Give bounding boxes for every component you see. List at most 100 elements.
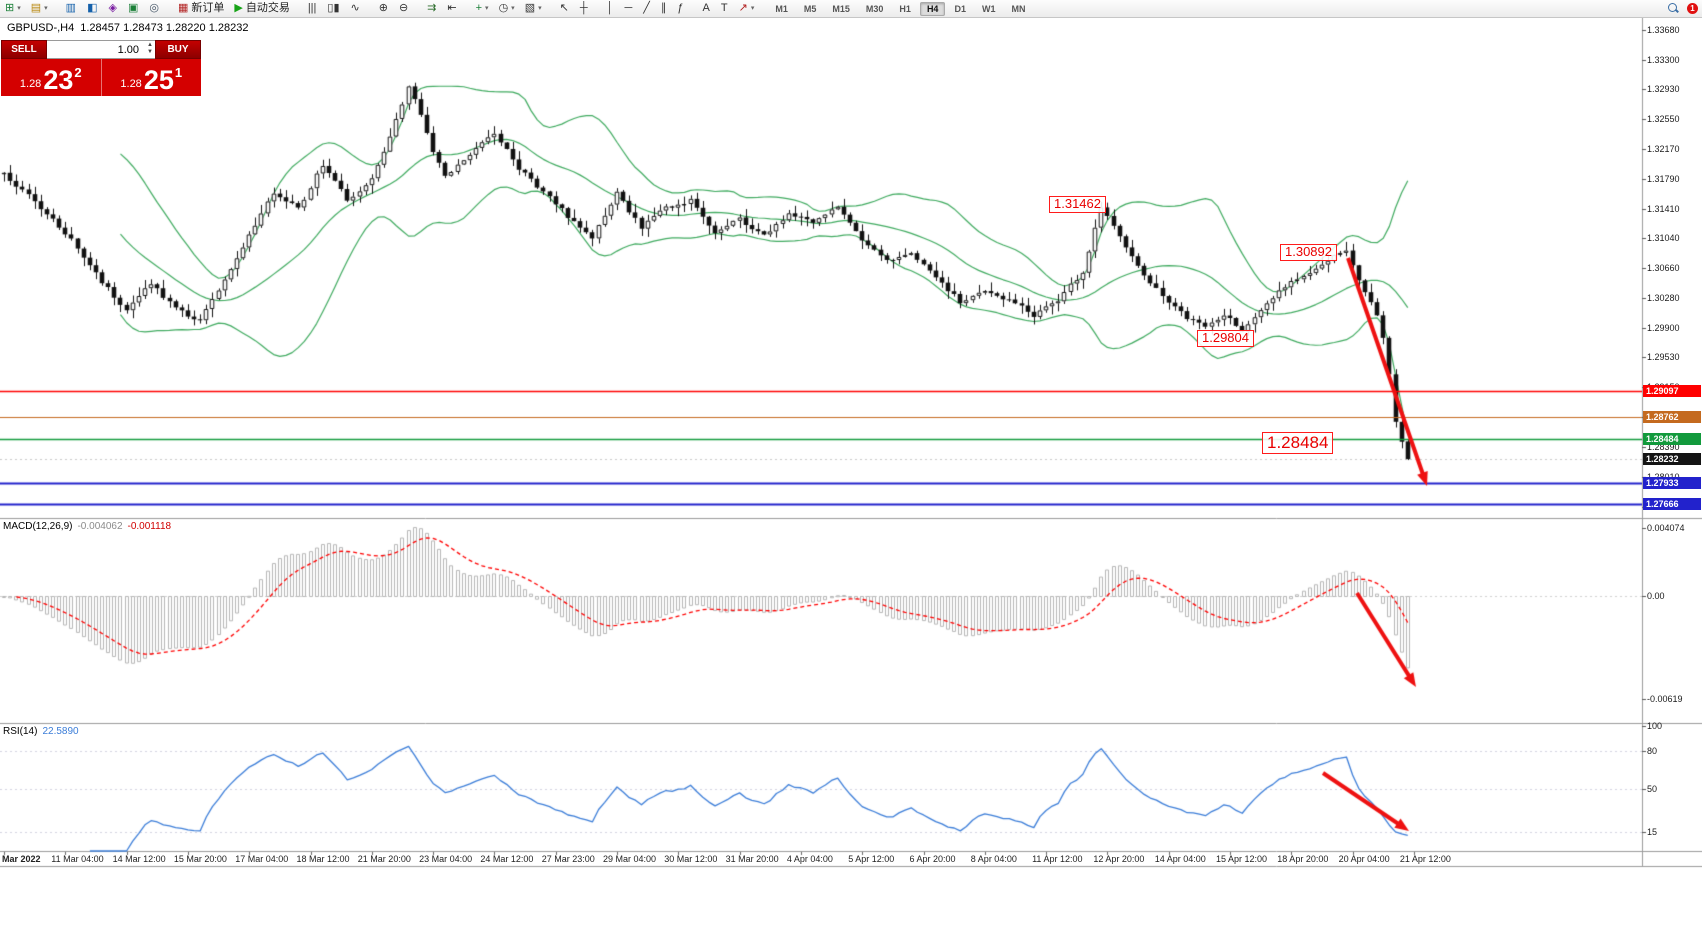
- bars-chart-icon: |||: [307, 2, 317, 14]
- indicators-icon[interactable]: + ▾: [472, 0, 493, 17]
- vertical-line-icon[interactable]: │: [603, 0, 619, 17]
- timeframe-m1[interactable]: M1: [775, 3, 788, 14]
- chart-shift-icon[interactable]: ⇤: [443, 0, 461, 17]
- rsi-scale-label: 80: [1647, 746, 1658, 756]
- rsi-indicator-label: RSI(14) 22.5890: [3, 726, 79, 737]
- navigator-icon: ◈: [108, 2, 117, 14]
- price-annotation-box[interactable]: 1.29804: [1197, 330, 1254, 347]
- chevron-down-icon: ▾: [538, 5, 542, 12]
- time-label: 21 Apr 12:00: [1399, 854, 1451, 864]
- time-label: 8 Apr 04:00: [970, 854, 1017, 864]
- new-chart-icon[interactable]: ⊞ ▾: [1, 0, 25, 17]
- time-label: 14 Apr 04:00: [1154, 854, 1206, 864]
- volume-field[interactable]: 1.00 ▲ ▼: [47, 40, 155, 59]
- timeframe-h1[interactable]: H1: [899, 3, 911, 14]
- price-annotation-box[interactable]: 1.28484: [1262, 432, 1334, 454]
- rsi-value: 22.5890: [42, 726, 79, 737]
- market-watch-icon[interactable]: ▥: [62, 0, 81, 17]
- time-label: 21 Mar 20:00: [357, 854, 411, 864]
- bars-chart-icon[interactable]: |||: [304, 0, 322, 17]
- candlestick-chart-icon: ▯▮: [327, 2, 340, 14]
- time-label: 18 Apr 20:00: [1277, 854, 1329, 864]
- autotrading-button[interactable]: ▶ 自动交易: [230, 0, 293, 17]
- buy-price-big-digits: 25: [143, 65, 174, 95]
- fibonacci-icon[interactable]: ƒ: [673, 0, 688, 17]
- rsi-scale-label: 15: [1647, 827, 1658, 838]
- chart-ohlc-values: 1.28457 1.28473 1.28220 1.28232: [80, 22, 249, 34]
- search-icon[interactable]: [1668, 3, 1679, 14]
- data-window-icon: ◧: [87, 2, 98, 14]
- cursor-icon[interactable]: ↖: [556, 0, 574, 17]
- timeframe-m30[interactable]: M30: [865, 3, 884, 14]
- terminal-icon[interactable]: ▣: [124, 0, 143, 17]
- strategy-tester-icon[interactable]: ◎: [145, 0, 164, 17]
- line-chart-icon[interactable]: ∿: [347, 0, 365, 17]
- buy-price-display[interactable]: 1.28 25 1: [102, 59, 202, 96]
- price-annotation-box[interactable]: 1.31462: [1049, 196, 1106, 213]
- chart-shift-icon: ⇤: [447, 2, 457, 14]
- periods-icon: ◷: [498, 2, 509, 14]
- timeframe-m15[interactable]: M15: [832, 3, 850, 14]
- vertical-line-icon: │: [606, 2, 614, 14]
- price-tick-label: 1.30660: [1647, 262, 1680, 273]
- chart-title: GBPUSD-,H4 1.28457 1.28473 1.28220 1.2823…: [7, 22, 248, 34]
- chart-symbol-period: GBPUSD-,H4: [7, 22, 75, 34]
- one-click-trading-panel: SELL 1.00 ▲ ▼ BUY 1.28 23 2 1.28 25 1: [1, 40, 201, 96]
- rsi-scale-label: 50: [1647, 783, 1658, 794]
- sell-price-display[interactable]: 1.28 23 2: [1, 59, 102, 96]
- navigator-icon[interactable]: ◈: [104, 0, 121, 17]
- macd-signal-value: -0.001118: [127, 521, 172, 532]
- sell-button[interactable]: SELL: [1, 40, 47, 59]
- notification-badge[interactable]: 1: [1687, 3, 1698, 14]
- price-tick-label: 1.33680: [1647, 24, 1680, 35]
- horizontal-line-icon[interactable]: ─: [621, 0, 638, 17]
- text-icon: A: [702, 2, 710, 14]
- templates-icon[interactable]: ▧ ▾: [521, 0, 546, 17]
- sell-price-prefix: 1.28: [19, 78, 42, 90]
- time-label: 27 Mar 23:00: [541, 854, 595, 864]
- periods-icon[interactable]: ◷ ▾: [495, 0, 519, 17]
- timeframe-d1[interactable]: D1: [954, 3, 966, 14]
- zoom-in-icon[interactable]: ⊕: [375, 0, 393, 17]
- timeframe-buttons: M1 M5 M15 M30 H1 H4 D1 W1 MN: [759, 1, 1033, 16]
- trendline-icon: ╱: [643, 2, 650, 14]
- time-label: 11 Apr 12:00: [1032, 854, 1083, 864]
- macd-scale-label: -0.00619: [1647, 694, 1683, 705]
- profiles-icon[interactable]: ▤ ▾: [27, 0, 52, 17]
- equidistant-channel-icon[interactable]: ∥: [657, 0, 672, 17]
- buy-button[interactable]: BUY: [155, 40, 201, 59]
- buy-price-pipette: 1: [174, 65, 183, 80]
- data-window-icon[interactable]: ◧: [83, 0, 102, 17]
- price-annotation-box[interactable]: 1.30892: [1280, 244, 1337, 261]
- hline-price-tag: 1.27933: [1643, 476, 1701, 489]
- templates-icon: ▧: [524, 2, 536, 14]
- chevron-down-icon: ▾: [485, 5, 489, 12]
- zoom-out-icon[interactable]: ⊖: [395, 0, 413, 17]
- auto-scroll-icon[interactable]: ⇉: [423, 0, 441, 17]
- text-label-icon[interactable]: T: [717, 0, 733, 17]
- volume-stepper[interactable]: ▲ ▼: [147, 42, 153, 55]
- timeframe-m5[interactable]: M5: [803, 3, 817, 14]
- time-label: 30 Mar 12:00: [664, 854, 718, 864]
- timeframe-h4[interactable]: H4: [919, 1, 946, 16]
- price-tick-label: 1.33300: [1647, 54, 1680, 65]
- strategy-tester-icon: ◎: [149, 2, 159, 14]
- crosshair-icon[interactable]: ┼: [576, 0, 593, 17]
- volume-value[interactable]: 1.00: [117, 43, 139, 56]
- price-tick-label: 1.29900: [1647, 322, 1680, 333]
- candlestick-chart-icon[interactable]: ▯▮: [323, 0, 344, 17]
- new-order-button[interactable]: ▦ 新订单: [174, 0, 228, 17]
- price-tick-label: 1.30280: [1647, 292, 1680, 303]
- timeframe-w1[interactable]: W1: [981, 3, 996, 14]
- trendline-icon[interactable]: ╱: [639, 0, 655, 17]
- price-tick-label: 1.32930: [1647, 83, 1680, 94]
- text-icon[interactable]: A: [699, 0, 715, 17]
- arrow-objects-icon[interactable]: ↗ ▾: [735, 0, 759, 17]
- buy-price-prefix: 1.28: [120, 78, 142, 90]
- hline-price-tag: 1.27666: [1643, 497, 1701, 510]
- text-label-icon: T: [720, 2, 728, 14]
- profiles-icon: ▤: [30, 2, 42, 14]
- timeframe-mn[interactable]: MN: [1011, 3, 1026, 14]
- macd-name: MACD(12,26,9): [3, 521, 73, 532]
